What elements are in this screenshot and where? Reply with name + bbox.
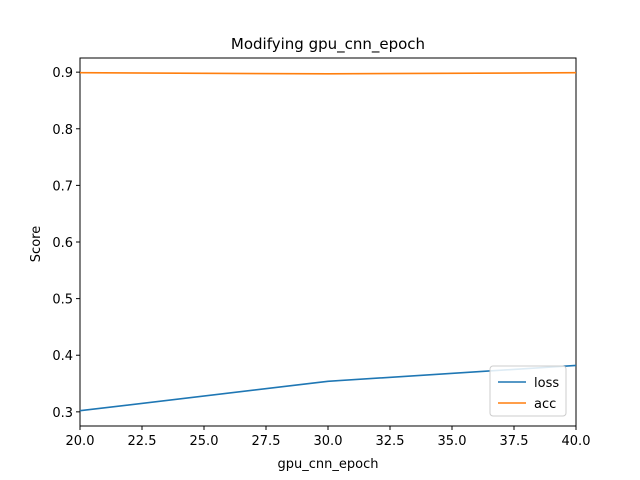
y-tick-label: 0.6 — [52, 236, 73, 251]
chart-title: Modifying gpu_cnn_epoch — [231, 35, 425, 54]
x-tick-label: 30.0 — [314, 434, 343, 449]
series-line-acc — [79, 71, 577, 75]
x-tick-label: 40.0 — [562, 434, 591, 449]
legend-label-acc: acc — [534, 397, 556, 412]
y-tick-label: 0.5 — [52, 293, 73, 308]
y-tick-label: 0.9 — [52, 66, 73, 81]
y-tick-label: 0.8 — [52, 123, 73, 138]
y-axis: 0.3 0.4 0.5 0.6 0.7 0.8 0.9 — [52, 66, 80, 421]
legend: loss acc — [489, 365, 567, 417]
x-tick-label: 37.5 — [500, 434, 529, 449]
x-axis: 20.0 22.5 25.0 27.5 30.0 32.5 35.0 37.5 40.0 — [66, 426, 591, 449]
legend-label-loss: loss — [534, 376, 559, 391]
x-tick-label: 22.5 — [128, 434, 157, 449]
x-tick-label: 32.5 — [376, 434, 405, 449]
x-tick-label: 27.5 — [252, 434, 281, 449]
series-layer — [79, 71, 577, 412]
y-tick-label: 0.7 — [52, 179, 73, 194]
y-tick-label: 0.3 — [52, 406, 73, 421]
x-tick-label: 25.0 — [190, 434, 219, 449]
x-tick-label: 35.0 — [438, 434, 467, 449]
y-axis-label: Score — [29, 226, 44, 262]
x-tick-label: 20.0 — [66, 434, 95, 449]
x-axis-label: gpu_cnn_epoch — [278, 457, 379, 472]
y-tick-label: 0.4 — [52, 349, 73, 364]
